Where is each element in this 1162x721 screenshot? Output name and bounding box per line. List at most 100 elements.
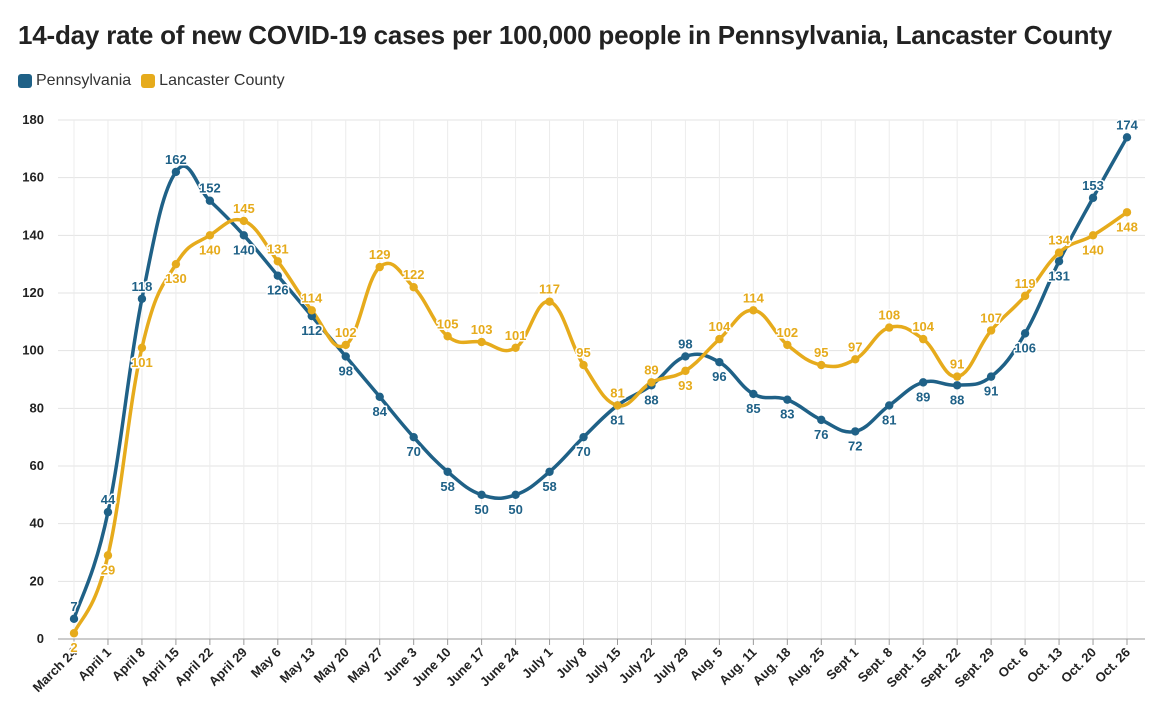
x-tick-label: April 29 xyxy=(206,645,250,689)
data-label-halo-pennsylvania: 91 xyxy=(984,384,998,399)
data-point-lancaster-county xyxy=(307,306,316,315)
data-label-halo-pennsylvania: 83 xyxy=(780,407,794,422)
data-point-lancaster-county xyxy=(545,297,554,306)
data-label-lancaster-county: 2 xyxy=(70,640,77,655)
series-lines xyxy=(72,135,1129,635)
data-point-pennsylvania xyxy=(681,352,690,361)
data-label-halo-lancaster-county: 2 xyxy=(70,640,77,655)
data-label-lancaster-county: 114 xyxy=(301,290,323,305)
data-label-halo-lancaster-county: 140 xyxy=(199,242,221,257)
data-label-halo-pennsylvania: 152 xyxy=(199,181,221,196)
data-point-lancaster-county xyxy=(952,372,962,381)
data-label-pennsylvania: 84 xyxy=(372,404,387,419)
x-tick-label: Oct. 20 xyxy=(1058,645,1099,686)
y-tick-label: 40 xyxy=(30,516,44,531)
data-point-lancaster-county xyxy=(783,340,792,350)
y-tick-label: 20 xyxy=(30,573,44,588)
x-tick-label: Oct. 13 xyxy=(1024,645,1065,686)
data-point-lancaster-county xyxy=(885,323,894,332)
x-tick-label: June 24 xyxy=(477,644,522,689)
data-point-pennsylvania xyxy=(817,415,826,425)
data-label-pennsylvania: 98 xyxy=(678,336,692,351)
data-point-pennsylvania xyxy=(885,401,894,410)
data-label-halo-pennsylvania: 131 xyxy=(1048,268,1070,283)
data-label-halo-pennsylvania: 72 xyxy=(848,438,862,453)
data-label-halo-lancaster-county: 101 xyxy=(505,328,527,343)
data-label-pennsylvania: 89 xyxy=(916,389,930,404)
data-label-lancaster-county: 104 xyxy=(912,319,934,334)
data-point-pennsylvania xyxy=(545,467,554,476)
data-point-lancaster-county xyxy=(69,629,79,638)
data-point-pennsylvania xyxy=(477,490,486,500)
data-point-pennsylvania xyxy=(1088,193,1098,203)
data-label-pennsylvania: 58 xyxy=(542,479,556,494)
data-label-halo-pennsylvania: 89 xyxy=(916,389,930,404)
data-point-pennsylvania xyxy=(171,167,181,177)
y-tick-label: 0 xyxy=(37,631,44,646)
data-point-lancaster-county xyxy=(579,360,588,370)
data-label-halo-pennsylvania: 50 xyxy=(474,502,488,517)
x-tick-label: May 13 xyxy=(277,645,318,686)
data-label-lancaster-county: 134 xyxy=(1048,233,1070,248)
data-label-pennsylvania: 174 xyxy=(1116,117,1138,132)
data-label-pennsylvania: 152 xyxy=(199,181,221,196)
data-labels: 7722444429291181181011011621621301301521… xyxy=(69,116,1140,657)
data-label-halo-pennsylvania: 98 xyxy=(678,336,692,351)
data-point-lancaster-county xyxy=(817,360,826,370)
data-label-pennsylvania: 70 xyxy=(576,444,590,459)
data-label-halo-pennsylvania: 70 xyxy=(406,444,420,459)
data-label-pennsylvania: 118 xyxy=(131,279,152,294)
data-label-pennsylvania: 140 xyxy=(233,242,255,257)
data-label-lancaster-county: 119 xyxy=(1015,276,1036,291)
data-label-lancaster-county: 91 xyxy=(950,357,964,372)
data-label-halo-lancaster-county: 93 xyxy=(678,378,692,393)
data-point-lancaster-county xyxy=(137,343,147,352)
legend-swatch-lancaster xyxy=(141,74,156,88)
y-tick-label: 60 xyxy=(30,458,44,473)
data-label-halo-lancaster-county: 130 xyxy=(165,271,187,286)
data-point-lancaster-county xyxy=(681,366,690,376)
data-point-pennsylvania xyxy=(1122,133,1132,142)
data-label-halo-pennsylvania: 76 xyxy=(814,427,828,442)
y-tick-label: 100 xyxy=(22,343,44,358)
data-label-lancaster-county: 102 xyxy=(776,325,798,340)
data-label-pennsylvania: 126 xyxy=(267,283,289,298)
x-tick-label: May 27 xyxy=(345,645,386,686)
data-point-lancaster-county xyxy=(273,257,283,266)
data-label-pennsylvania: 153 xyxy=(1082,178,1104,193)
data-label-lancaster-county: 108 xyxy=(878,308,900,323)
data-label-halo-lancaster-county: 114 xyxy=(743,290,765,305)
data-point-lancaster-county xyxy=(715,334,724,344)
chart-title: 14-day rate of new COVID-19 cases per 10… xyxy=(18,20,1113,50)
data-label-halo-lancaster-county: 105 xyxy=(437,316,459,331)
data-label-halo-lancaster-county: 29 xyxy=(101,562,115,577)
data-point-lancaster-county xyxy=(1088,231,1098,240)
data-label-pennsylvania: 85 xyxy=(746,401,760,416)
data-label-halo-lancaster-county: 103 xyxy=(471,322,493,337)
data-label-pennsylvania: 50 xyxy=(474,502,488,517)
x-tick-label: July 1 xyxy=(519,645,556,682)
data-point-lancaster-county xyxy=(171,259,181,269)
data-label-halo-pennsylvania: 81 xyxy=(882,412,896,427)
data-point-pennsylvania xyxy=(443,467,452,476)
data-label-lancaster-county: 101 xyxy=(505,328,527,343)
data-label-halo-pennsylvania: 58 xyxy=(542,479,556,494)
legend-item-lancaster[interactable]: Lancaster County xyxy=(141,72,285,90)
data-point-lancaster-county xyxy=(1054,248,1064,257)
series-points xyxy=(69,133,1132,638)
data-label-halo-pennsylvania: 50 xyxy=(508,502,522,517)
data-point-pennsylvania xyxy=(511,490,520,500)
data-label-halo-lancaster-county: 104 xyxy=(709,319,731,334)
data-label-lancaster-county: 81 xyxy=(610,385,624,400)
data-label-pennsylvania: 81 xyxy=(882,412,896,427)
data-label-halo-pennsylvania: 58 xyxy=(440,479,454,494)
data-point-pennsylvania xyxy=(918,378,928,387)
data-label-halo-lancaster-county: 95 xyxy=(814,345,828,360)
data-label-lancaster-county: 145 xyxy=(233,201,255,216)
legend-item-pennsylvania[interactable]: Pennsylvania xyxy=(18,72,131,90)
data-label-halo-lancaster-county: 101 xyxy=(131,355,153,370)
data-label-lancaster-county: 130 xyxy=(165,271,187,286)
data-label-lancaster-county: 89 xyxy=(644,362,658,377)
data-label-halo-lancaster-county: 131 xyxy=(267,241,289,256)
